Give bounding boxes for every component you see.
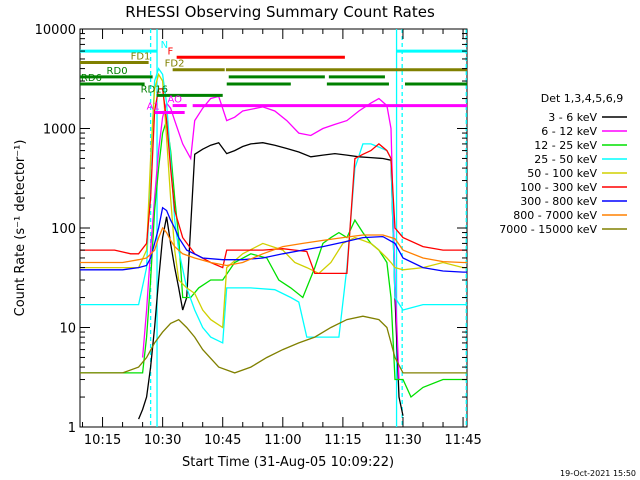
- x-tick-label: 10:45: [204, 433, 241, 448]
- flag-label: RD6: [81, 73, 102, 84]
- legend-entry-label: 6 - 12 keV: [541, 125, 597, 138]
- legend-title: Det 1,3,4,5,6,9: [541, 92, 624, 105]
- x-tick-label: 10:15: [84, 433, 121, 448]
- flag-label: N: [161, 40, 168, 51]
- flag-label: FD1: [131, 52, 151, 63]
- y-tick-label: 100: [51, 222, 76, 237]
- y-tick-label: 1000: [43, 123, 76, 138]
- legend-entry-label: 50 - 100 keV: [527, 167, 597, 180]
- vertical-markers: [149, 29, 467, 427]
- flag-label: F: [167, 46, 173, 57]
- legend-entry-label: 12 - 25 keV: [534, 139, 597, 152]
- series-line: [80, 206, 468, 273]
- series-line: [80, 67, 468, 344]
- chart-title: RHESSI Observing Summary Count Rates: [125, 3, 435, 21]
- x-tick-label: 11:30: [384, 433, 421, 448]
- flag-label: RD16: [141, 84, 168, 95]
- x-tick-label: 11:15: [324, 433, 361, 448]
- timestamp: 19-Oct-2021 15:50: [560, 469, 636, 478]
- legend-entry-label: 100 - 300 keV: [520, 181, 597, 194]
- legend-entry-label: 7000 - 15000 keV: [499, 223, 597, 236]
- y-axis-ticks: 1 10 100 1000 10000: [35, 23, 467, 436]
- series-line: [80, 88, 468, 275]
- series-line: [138, 141, 404, 420]
- x-axis-label: Start Time (31-Aug-05 10:09:22): [182, 455, 394, 470]
- series-line: [80, 226, 468, 267]
- flag-label: AO: [167, 95, 182, 106]
- series-line: [80, 120, 468, 399]
- x-tick-label: 11:45: [444, 433, 481, 448]
- x-tick-label: 11:00: [264, 433, 301, 448]
- legend-entry-label: 3 - 6 keV: [548, 111, 597, 124]
- flag-label: A1: [147, 101, 160, 112]
- y-axis-label: Count Rate (s⁻¹ detector⁻¹): [13, 140, 28, 317]
- series-line: [80, 72, 468, 329]
- legend-entry-label: 800 - 7000 keV: [513, 209, 597, 222]
- series-lines: [80, 67, 468, 420]
- legend-entry-label: 25 - 50 keV: [534, 153, 597, 166]
- y-tick-label: 10: [59, 322, 76, 337]
- y-tick-label: 10000: [35, 23, 76, 38]
- y-tick-label: 1: [68, 421, 76, 436]
- series-line: [80, 315, 468, 374]
- x-axis-ticks: 10:15 10:30 10:45 11:00 11:15 11:30 11:45: [82, 29, 482, 448]
- x-tick-label: 10:30: [144, 433, 181, 448]
- flag-label: RD0: [107, 66, 128, 77]
- legend-entry-label: 300 - 800 keV: [520, 195, 597, 208]
- flag-label: FD2: [165, 59, 185, 70]
